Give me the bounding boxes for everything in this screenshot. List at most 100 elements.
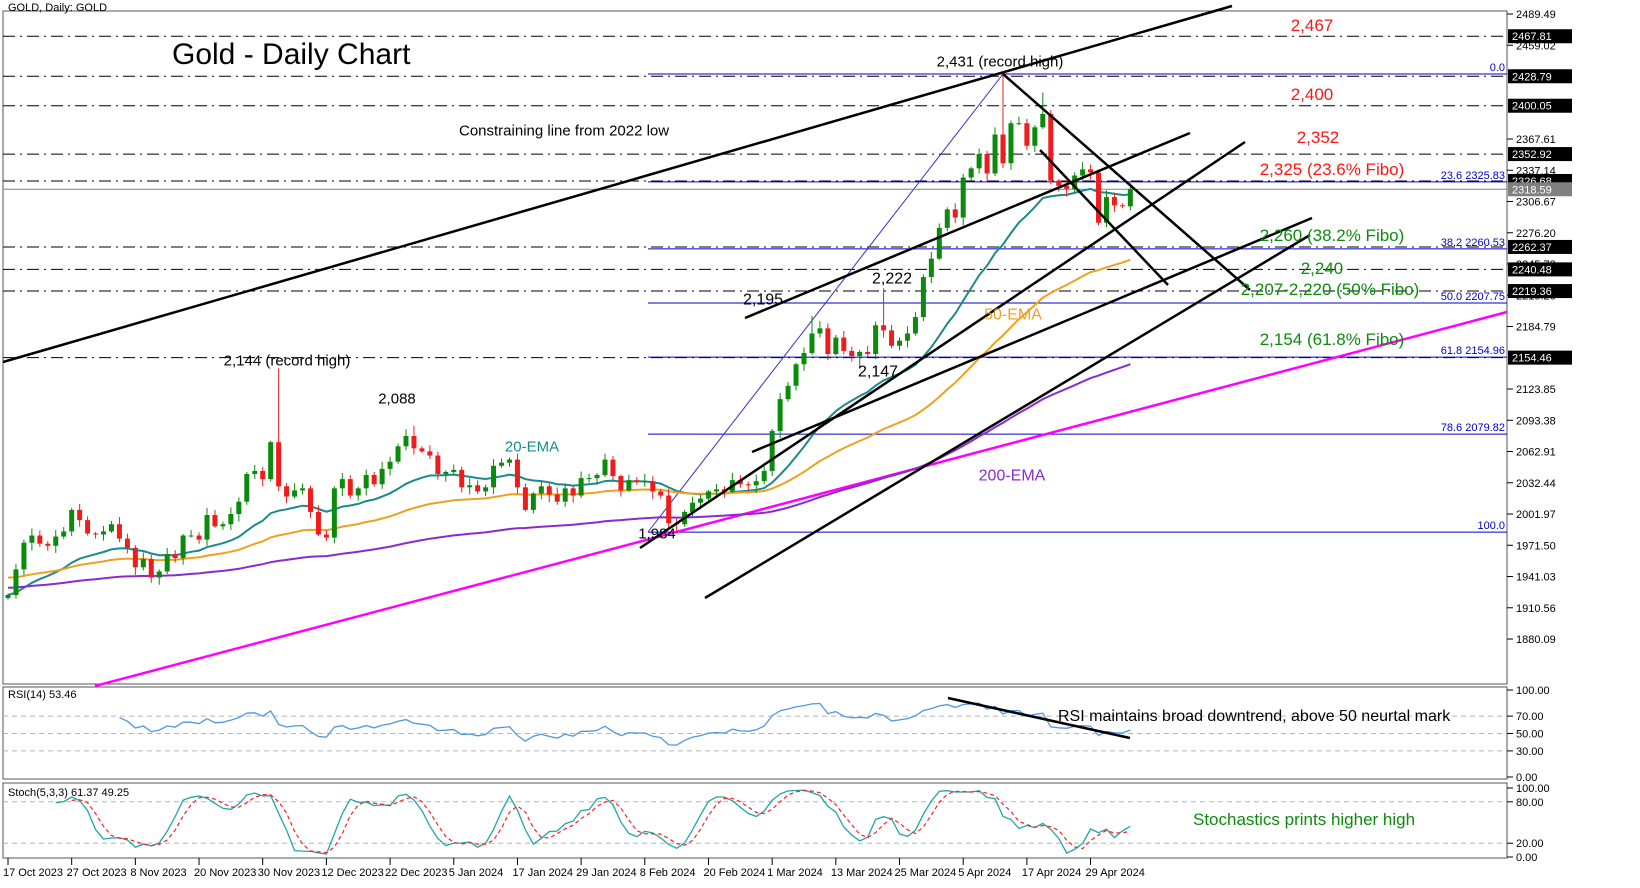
price-tag-label: 2428.79 [1512, 71, 1552, 83]
candle-body [132, 547, 138, 568]
rsi-annotation[interactable]: RSI maintains broad downtrend, above 50 … [1058, 708, 1451, 725]
price-tag [1508, 29, 1572, 44]
channel-bottom-line[interactable] [751, 216, 1313, 454]
wedge-upper-line[interactable] [1002, 73, 1251, 291]
candle-body [228, 513, 234, 525]
candle-body [920, 277, 926, 318]
20-ema-line[interactable] [7, 187, 1131, 596]
price-tag [1508, 69, 1572, 84]
candle-body [785, 385, 791, 400]
chart-annotation[interactable]: 2,147 [858, 364, 898, 381]
50-ema-line[interactable] [7, 258, 1131, 579]
chart-annotation[interactable]: 2,195 [743, 292, 783, 309]
candle-body [300, 488, 306, 491]
candle-body [77, 509, 83, 521]
chart-annotation[interactable]: 2,154 (61.8% Fibo) [1260, 330, 1405, 349]
candle-body [522, 487, 528, 510]
candle-body [37, 535, 43, 544]
candle-body [5, 595, 11, 599]
ascending-line-1[interactable] [639, 140, 1246, 550]
candle-body [220, 524, 226, 527]
long-term-support-line[interactable] [94, 310, 1508, 688]
date-tick-label: 20 Nov 2023 [194, 867, 256, 879]
price-tick-label: 2184.79 [1516, 322, 1556, 334]
candle-body [841, 337, 847, 351]
candle-body [260, 470, 266, 480]
chart-annotation[interactable]: 2,325 (23.6% Fibo) [1260, 160, 1405, 179]
candle-body [292, 490, 298, 497]
chart-annotation[interactable]: 2,144 (record high) [224, 352, 351, 369]
chart-annotation[interactable]: 20-EMA [505, 438, 559, 455]
rsi-trendline[interactable] [947, 696, 1131, 740]
candle-body [506, 459, 512, 463]
fibo-level-label: 23.6 2325.83 [1441, 170, 1505, 182]
candle-body [307, 488, 313, 512]
chart-annotation[interactable]: 2,467 [1291, 16, 1334, 35]
candle-body [236, 501, 242, 514]
chart-annotation[interactable]: Constraining line from 2022 low [459, 122, 669, 139]
candle-body [753, 481, 759, 486]
fibo-level-label: 50.0 2207.75 [1441, 291, 1505, 303]
fibo-level-label: 61.8 2154.96 [1441, 345, 1505, 357]
chart-annotation[interactable]: 1,984 [638, 525, 676, 542]
candle-body [268, 442, 274, 480]
chart-annotation[interactable]: 2,240 [1301, 259, 1344, 278]
candle-body [562, 488, 568, 502]
chart-annotation[interactable]: 2,260 (38.2% Fibo) [1260, 226, 1405, 245]
wedge-lower-line[interactable] [1039, 149, 1169, 286]
ascending-line-2[interactable] [704, 233, 1311, 600]
chart-annotation[interactable]: 2,088 [378, 390, 416, 407]
candle-body [53, 536, 59, 546]
candle-body [1024, 123, 1030, 146]
candle-body [881, 325, 887, 331]
candle-body [809, 333, 815, 353]
constraining-line[interactable] [2, 4, 1233, 364]
date-tick-label: 20 Feb 2024 [703, 867, 765, 879]
candle-body [101, 531, 107, 535]
price-tick-label: 2459.02 [1516, 40, 1556, 52]
channel-top-line[interactable] [744, 131, 1191, 320]
chart-annotation[interactable]: 2,352 [1297, 128, 1340, 147]
rsi-scale-label: 50.00 [1516, 729, 1544, 741]
candle-body [833, 337, 839, 354]
candle-body [849, 350, 855, 357]
candle-body [475, 485, 481, 492]
candle-body [690, 502, 696, 512]
candle-body [244, 473, 250, 502]
date-tick-label: 17 Oct 2023 [3, 867, 63, 879]
date-tick-label: 22 Dec 2023 [385, 867, 447, 879]
candle-body [395, 446, 401, 462]
candle-body [212, 515, 218, 527]
chart-annotation[interactable]: 2,400 [1291, 85, 1334, 104]
rsi-scale-label: 70.00 [1516, 711, 1544, 723]
price-tick-label: 2093.38 [1516, 415, 1556, 427]
chart-annotation[interactable]: 200-EMA [979, 468, 1046, 485]
candle-body [1088, 169, 1094, 173]
price-tag [1508, 239, 1572, 254]
candle-body [570, 488, 576, 496]
candle-body [737, 480, 743, 485]
chart-annotation[interactable]: 2,222 [872, 271, 912, 288]
chart-title: Gold - Daily Chart [172, 38, 411, 71]
candle-body [634, 480, 640, 482]
fibo-diagonal-line[interactable] [647, 73, 1004, 533]
date-tick-label: 5 Apr 2024 [958, 867, 1011, 879]
symbol-label: GOLD, Daily: GOLD [8, 2, 108, 14]
date-tick-label: 17 Jan 2024 [512, 867, 573, 879]
chart-annotation[interactable]: 2,207-2,220 (50% Fibo) [1241, 280, 1420, 299]
candle-body [1048, 113, 1054, 181]
candle-body [188, 535, 194, 537]
candle-body [252, 470, 258, 474]
candle-body [1040, 113, 1046, 128]
stoch-scale-label: 20.00 [1516, 838, 1544, 850]
candle-body [586, 478, 592, 480]
chart-annotation[interactable]: 2,431 (record high) [937, 53, 1064, 70]
candle-body [116, 524, 122, 539]
stoch-annotation[interactable]: Stochastics prints higher high [1193, 810, 1416, 829]
chart-annotation[interactable]: 50-EMA [984, 307, 1042, 324]
candle-body [889, 330, 895, 346]
candle-body [1096, 172, 1102, 223]
candle-body [1119, 205, 1125, 207]
stoch-scale-label: 0.00 [1516, 852, 1537, 864]
